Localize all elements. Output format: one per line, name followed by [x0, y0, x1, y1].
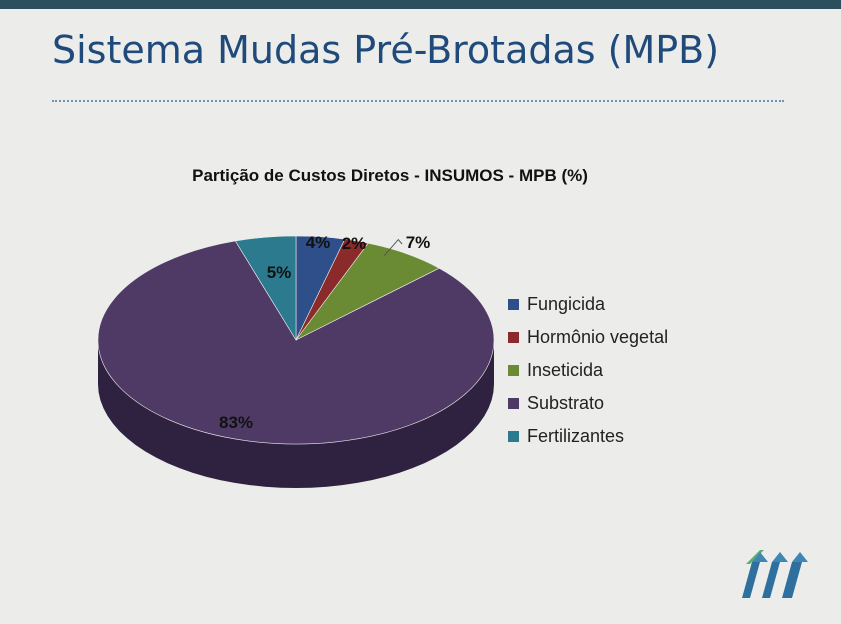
title-divider: [52, 100, 784, 102]
top-bar: [0, 0, 841, 9]
legend-label-substrato: Substrato: [527, 393, 605, 413]
slide-title: Sistema Mudas Pré-Brotadas (MPB): [52, 28, 720, 72]
legend-swatch-fungicida: [508, 299, 519, 310]
legend-swatch-substrato: [508, 398, 519, 409]
data-label-fertilizantes: 5%: [267, 263, 292, 282]
legend-item-fertilizantes: Fertilizantes: [508, 420, 668, 453]
pie-slice-fertilizantes: [234, 235, 297, 342]
legend-label-inseticida: Inseticida: [527, 360, 604, 380]
data-label-substrato: 83%: [219, 413, 253, 432]
legend-item-hormonio-vegetal: Hormônio vegetal: [508, 321, 668, 354]
chart-title: Partição de Custos Diretos - INSUMOS - M…: [192, 166, 588, 185]
data-label-fungicida: 4%: [306, 233, 331, 252]
legend-item-inseticida: Inseticida: [508, 354, 668, 387]
legend-swatch-inseticida: [508, 365, 519, 376]
legend-item-substrato: Substrato: [508, 387, 668, 420]
chart-legend: Fungicida Hormônio vegetal Inseticida Subst…: [508, 288, 668, 453]
data-label-inseticida: 7%: [406, 233, 431, 252]
legend-swatch-fertilizantes: [508, 431, 519, 442]
legend-label-fertilizantes: Fertilizantes: [527, 426, 625, 446]
legend-swatch-hormonio-vegetal: [508, 332, 519, 343]
legend-item-fungicida: Fungicida: [508, 288, 668, 321]
data-label-hormonio-vegetal: 2%: [342, 234, 367, 253]
legend-label-hormonio-vegetal: Hormônio vegetal: [527, 327, 669, 347]
company-logo-icon: [742, 550, 808, 598]
pie-side-substrato: [98, 340, 494, 488]
pie-slice-substrato: [97, 240, 495, 445]
legend-label-fungicida: Fungicida: [527, 294, 606, 314]
leader-line-inseticida: [383, 238, 403, 256]
